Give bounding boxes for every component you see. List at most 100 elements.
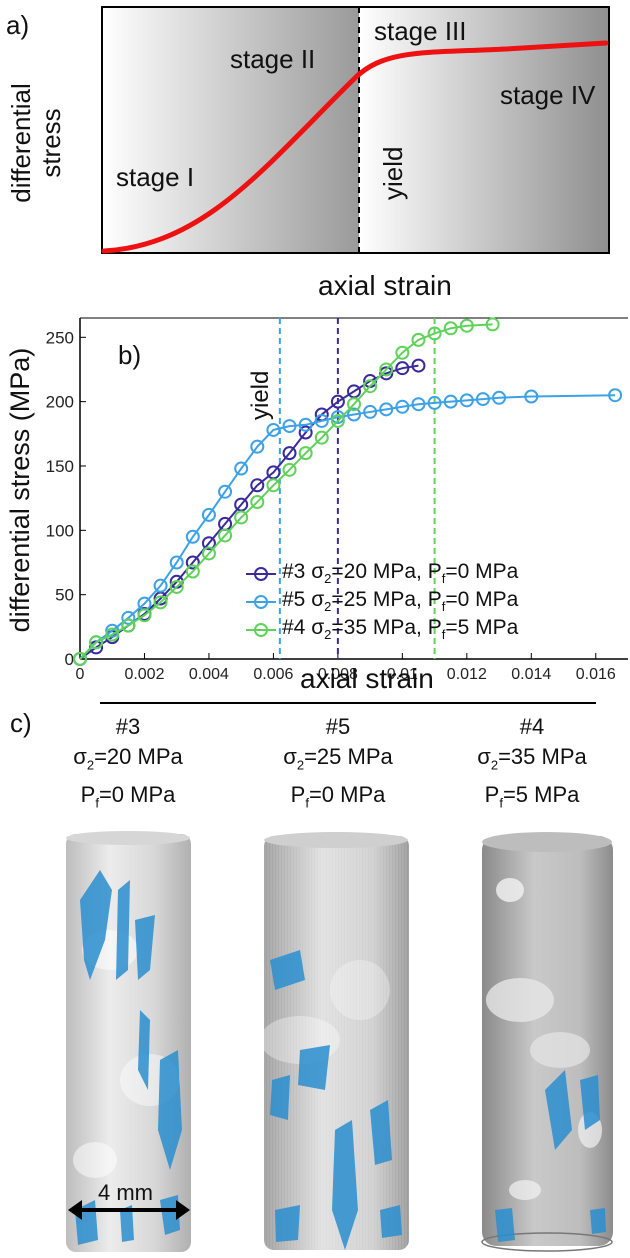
ct-cylinder-4	[481, 832, 613, 1252]
y-tick-label: 200	[46, 393, 74, 412]
data-point	[524, 389, 539, 404]
data-point	[411, 332, 426, 347]
data-point	[185, 564, 200, 579]
data-point	[330, 410, 345, 425]
data-point	[250, 478, 265, 493]
data-point	[121, 618, 136, 633]
data-point	[121, 610, 136, 625]
data-point	[185, 555, 200, 570]
data-point	[492, 390, 507, 405]
data-point	[379, 366, 394, 381]
panel-a-stage-4: stage IV	[500, 80, 596, 110]
legend-label: #4	[282, 616, 306, 639]
x-tick-label: 0.012	[447, 666, 487, 683]
data-point	[282, 419, 297, 434]
section-divider	[100, 702, 596, 704]
scale-bar-arrow	[68, 1200, 190, 1220]
y-tick-label: 50	[55, 586, 74, 605]
legend-marker	[246, 595, 276, 609]
series-line-2	[79, 323, 493, 660]
data-point	[298, 425, 313, 440]
data-point	[298, 446, 313, 461]
y-tick-label: 250	[46, 328, 74, 347]
x-tick-label: 0.002	[124, 666, 164, 683]
data-point	[427, 395, 442, 410]
data-point	[153, 595, 168, 610]
data-point	[105, 627, 120, 642]
data-point	[363, 404, 378, 419]
data-point	[282, 446, 297, 461]
legend-label: #3	[282, 560, 306, 583]
data-point	[330, 394, 345, 409]
data-point	[153, 578, 168, 593]
y-tick-label: 0	[65, 650, 74, 669]
ct-scan-cylinders	[66, 831, 613, 1252]
data-point	[234, 461, 249, 476]
data-point	[201, 536, 216, 551]
data-point	[266, 478, 281, 493]
sample-id: #4	[519, 714, 545, 739]
x-tick-label: 0.004	[189, 666, 229, 683]
panel-a-stress-curve	[101, 40, 609, 254]
panel-a-stage-1: stage I	[116, 162, 195, 192]
data-point	[282, 462, 297, 477]
data-point	[459, 318, 474, 333]
panel-a-xlabel: axial strain	[318, 270, 452, 301]
data-point	[314, 413, 329, 428]
data-point	[411, 397, 426, 412]
data-point	[363, 379, 378, 394]
panel-a-stage-3: stage III	[374, 16, 467, 46]
x-tick-label: 0	[76, 666, 85, 683]
panel-b-xlabel: axial strain	[300, 663, 434, 694]
data-point	[427, 326, 442, 341]
data-point	[201, 507, 216, 522]
data-point	[347, 397, 361, 412]
data-point	[89, 635, 104, 650]
y-tick-label: 150	[46, 457, 74, 476]
ct-cylinder-5	[260, 832, 409, 1250]
data-point	[347, 407, 361, 422]
stress-strain-chart: 0 0.002 0.004 0.006 0.008 0.01 0.012 0.014 0.016…	[46, 317, 628, 683]
legend-marker	[246, 623, 276, 637]
data-point	[266, 422, 281, 437]
legend-label: #5	[282, 588, 306, 611]
data-point	[250, 495, 265, 510]
data-point	[330, 413, 345, 428]
data-point	[485, 317, 500, 332]
data-point	[201, 546, 216, 561]
data-point	[169, 555, 184, 570]
panel-a-region-left	[102, 7, 359, 253]
legend-marker	[246, 567, 276, 581]
data-point	[185, 529, 200, 544]
x-tick-label: 0.016	[576, 666, 616, 683]
panel-a-stage-2: stage II	[230, 44, 316, 74]
x-tick-label: 0.01	[387, 666, 418, 683]
panel-a-label: a)	[6, 10, 30, 40]
data-point	[379, 362, 394, 377]
data-point	[395, 361, 410, 376]
panel-b-label: b)	[118, 340, 142, 370]
panel-c-label: c)	[10, 708, 32, 738]
x-tick-label: 0.008	[318, 666, 358, 683]
y-tick-label: 100	[46, 521, 74, 540]
sample-id: #3	[115, 714, 141, 739]
data-point	[234, 510, 249, 525]
data-point	[379, 402, 394, 417]
data-point	[459, 393, 474, 408]
sample-caption-5: #5 σ2=25 MPa Pf=0 MPa	[250, 712, 426, 819]
data-point	[608, 388, 623, 403]
panel-b-yield-label: yield	[247, 370, 274, 420]
sample-caption-3: #3 σ2=20 MPa Pf=0 MPa	[40, 712, 216, 819]
data-point	[137, 608, 152, 623]
panel-a-schematic	[101, 6, 610, 254]
data-point	[443, 321, 458, 336]
sample-caption-4: #4 σ2=35 MPa Pf=5 MPa	[444, 712, 620, 819]
sample-id: #5	[325, 714, 351, 739]
data-point	[395, 345, 410, 360]
data-point	[73, 652, 87, 666]
data-point	[395, 399, 410, 414]
data-point	[443, 394, 458, 409]
x-tick-label: 0.014	[511, 666, 551, 683]
scale-bar-label: 4 mm	[98, 1180, 153, 1205]
data-point	[411, 358, 426, 373]
